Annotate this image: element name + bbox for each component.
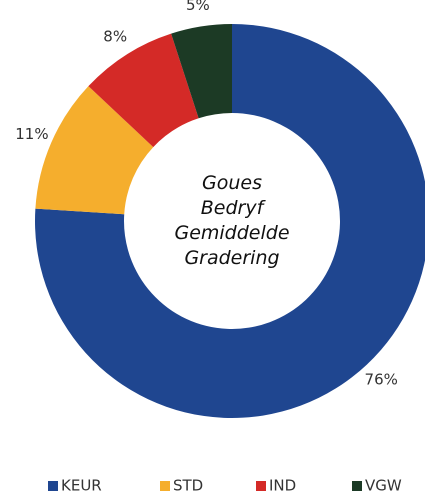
legend-swatch — [256, 481, 266, 491]
donut-slice — [35, 86, 154, 215]
legend-label: VGW — [365, 477, 402, 495]
legend-swatch — [160, 481, 170, 491]
donut-slice — [171, 24, 232, 119]
legend-label: KEUR — [61, 477, 102, 495]
data-label: 76% — [365, 370, 398, 388]
center-label: Goues — [202, 172, 262, 194]
center-label: Gemiddelde — [174, 222, 289, 244]
data-label: 11% — [15, 125, 48, 143]
donut-slice — [35, 24, 425, 418]
legend-label: STD — [173, 477, 203, 495]
legend-swatch — [48, 481, 58, 491]
center-label: Gradering — [184, 247, 279, 269]
center-label: Bedryf — [201, 197, 267, 219]
donut-slice — [88, 33, 199, 148]
legend-swatch — [352, 481, 362, 491]
legend-label: IND — [269, 477, 296, 495]
data-label: 8% — [103, 27, 127, 45]
data-label: 5% — [186, 0, 210, 14]
